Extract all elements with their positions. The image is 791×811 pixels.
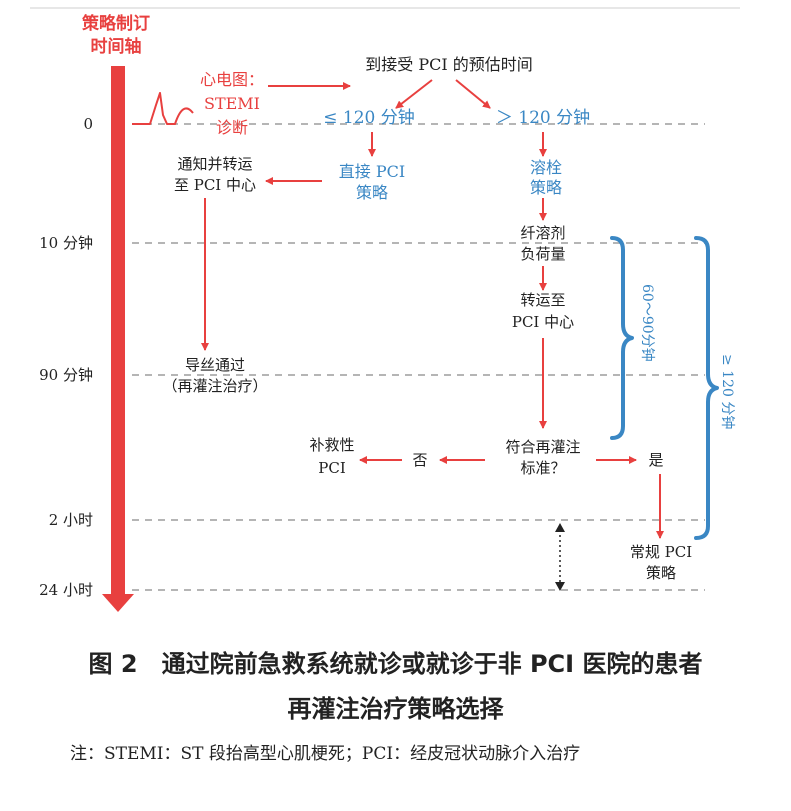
ecg-label-line2: STEMI bbox=[204, 94, 260, 113]
time-gridlines bbox=[132, 123, 705, 591]
direct-pci-line1: 直接 PCI bbox=[339, 162, 405, 181]
le120-label: ≤ 120 分钟 bbox=[323, 108, 415, 128]
timeline-axis-bar bbox=[111, 66, 125, 594]
lysis-line1: 溶栓 bbox=[530, 158, 562, 177]
direct-pci-line2: 策略 bbox=[356, 183, 388, 202]
timeline-title-line1: 策略制订 bbox=[82, 13, 150, 34]
criteria-line1: 符合再灌注 bbox=[505, 438, 580, 456]
criteria-line2: 标准？ bbox=[520, 459, 565, 477]
tick-label-90min: 90 分钟 bbox=[39, 366, 93, 384]
tick-label-24h: 24 小时 bbox=[39, 581, 93, 599]
brace-ge120 bbox=[694, 236, 719, 540]
fibrin-line1: 纤溶剂 bbox=[520, 224, 565, 242]
figure-caption-line2: 再灌注治疗策略选择 bbox=[287, 695, 504, 723]
ecg-waveform-icon bbox=[132, 92, 194, 125]
lysis-line2: 策略 bbox=[530, 178, 562, 197]
figure-caption-line1: 图 2 通过院前急救系统就诊或就诊于非 PCI 医院的患者 bbox=[88, 650, 703, 678]
no-label: 否 bbox=[412, 451, 427, 469]
rescue-line1: 补救性 bbox=[309, 436, 354, 454]
brace-60-90-label: 60～90分钟 bbox=[639, 284, 656, 362]
yes-label: 是 bbox=[648, 451, 663, 469]
routine-line2: 策略 bbox=[646, 564, 676, 582]
timeline-axis-arrowhead bbox=[102, 594, 134, 612]
tick-labels: 0 10 分钟 90 分钟 2 小时 24 小时 bbox=[39, 115, 93, 599]
tick-label-0: 0 bbox=[83, 115, 93, 133]
transfer-line2: PCI 中心 bbox=[512, 313, 574, 331]
routine-line1: 常规 PCI bbox=[630, 543, 692, 561]
gt120-label: ＞ 120 分钟 bbox=[496, 108, 590, 128]
strategy-diagram: 策略制订 时间轴 0 10 分钟 90 分钟 2 小时 24 小时 心电图： S… bbox=[30, 7, 740, 612]
brace-60-90 bbox=[610, 236, 634, 440]
figure-note: 注：STEMI：ST 段抬高型心肌梗死；PCI：经皮冠状动脉介入治疗 bbox=[70, 744, 581, 764]
wire-line1: 导丝通过 bbox=[185, 356, 245, 374]
arrow-estimate-to-gt120 bbox=[455, 79, 491, 109]
fibrin-line2: 负荷量 bbox=[520, 245, 565, 263]
wire-line2: （再灌注治疗） bbox=[162, 377, 267, 395]
ecg-label-line3: 诊断 bbox=[216, 118, 248, 137]
tick-label-2h: 2 小时 bbox=[49, 511, 93, 529]
tick-label-10min: 10 分钟 bbox=[39, 234, 93, 252]
arrow-estimate-to-le120 bbox=[395, 79, 433, 109]
transfer-line1: 转运至 bbox=[520, 291, 565, 309]
estimate-time-label: 到接受 PCI 的预估时间 bbox=[365, 55, 533, 74]
dotted-arrowhead-up bbox=[555, 523, 565, 532]
brace-ge120-label: ≥ 120 分钟 bbox=[719, 354, 736, 429]
dotted-arrowhead-down bbox=[555, 582, 565, 591]
ecg-label-line1: 心电图： bbox=[200, 70, 264, 89]
notify-line2: 至 PCI 中心 bbox=[174, 176, 256, 194]
timeline-title-line2: 时间轴 bbox=[91, 36, 142, 57]
notify-line1: 通知并转运 bbox=[177, 155, 252, 173]
rescue-line2: PCI bbox=[318, 459, 346, 477]
